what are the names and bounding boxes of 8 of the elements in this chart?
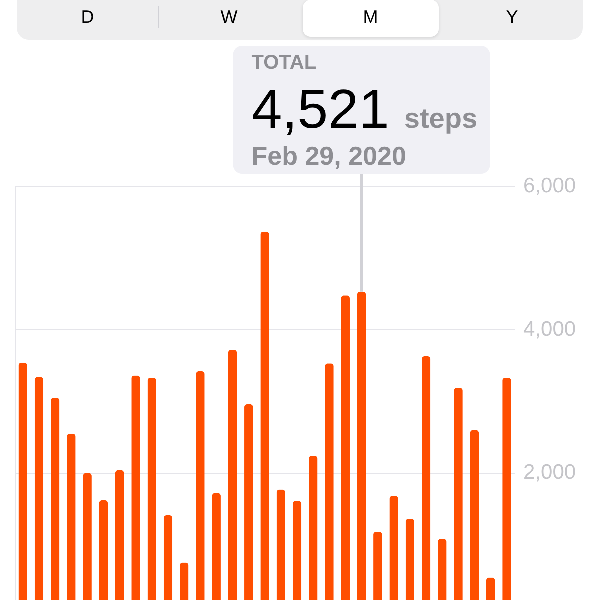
y-tick-label: 2,000 — [524, 461, 576, 484]
text: steps — [404, 103, 478, 134]
y-tick-label: 6,000 — [524, 174, 576, 198]
y-tick-label: 4,000 — [524, 318, 576, 341]
text: TOTAL — [252, 52, 317, 74]
data-label: 4,521 — [252, 78, 390, 140]
segmented-control: D W M Y — [17, 0, 583, 40]
text: Feb 29, 2020 — [252, 141, 406, 171]
